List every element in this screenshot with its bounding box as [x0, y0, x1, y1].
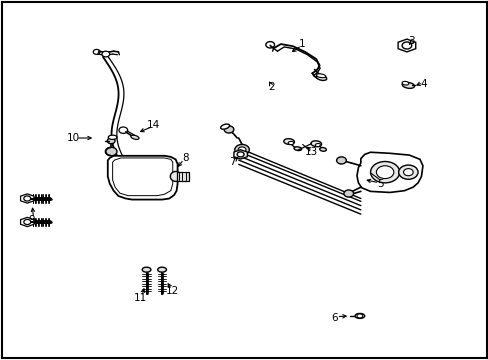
Text: 1: 1 — [298, 39, 305, 49]
Ellipse shape — [319, 148, 325, 151]
Circle shape — [376, 166, 393, 179]
Circle shape — [401, 42, 411, 49]
Text: 6: 6 — [330, 313, 337, 323]
Circle shape — [336, 157, 346, 164]
Ellipse shape — [170, 171, 181, 181]
Text: 3: 3 — [407, 36, 414, 45]
Circle shape — [398, 165, 417, 179]
Text: 9: 9 — [29, 215, 36, 225]
Ellipse shape — [283, 139, 294, 144]
Circle shape — [343, 190, 353, 197]
Text: 12: 12 — [166, 286, 179, 296]
Text: 10: 10 — [67, 133, 80, 143]
Circle shape — [24, 220, 31, 225]
Ellipse shape — [220, 124, 229, 129]
Ellipse shape — [108, 135, 117, 139]
Ellipse shape — [287, 141, 293, 145]
Ellipse shape — [315, 144, 321, 147]
Circle shape — [224, 126, 233, 133]
Polygon shape — [107, 156, 177, 199]
Ellipse shape — [293, 147, 301, 150]
Bar — [176, 172, 188, 181]
Circle shape — [234, 144, 249, 155]
Ellipse shape — [316, 75, 326, 80]
Circle shape — [24, 196, 31, 201]
Text: 2: 2 — [267, 82, 274, 92]
Polygon shape — [20, 217, 34, 226]
Circle shape — [237, 152, 244, 157]
Circle shape — [403, 168, 412, 176]
Ellipse shape — [142, 267, 151, 272]
Circle shape — [105, 147, 117, 156]
Ellipse shape — [354, 314, 364, 318]
Text: 8: 8 — [182, 153, 188, 163]
Ellipse shape — [158, 267, 166, 272]
Polygon shape — [397, 39, 415, 52]
Ellipse shape — [310, 141, 321, 147]
Ellipse shape — [316, 74, 325, 78]
Circle shape — [107, 138, 115, 144]
Circle shape — [238, 147, 245, 153]
Text: 11: 11 — [134, 293, 147, 303]
Polygon shape — [233, 150, 247, 159]
Text: 14: 14 — [146, 120, 160, 130]
Ellipse shape — [401, 81, 408, 85]
Text: 5: 5 — [376, 179, 383, 189]
Text: 4: 4 — [420, 79, 427, 89]
Circle shape — [370, 162, 399, 183]
Polygon shape — [356, 152, 422, 193]
Polygon shape — [20, 194, 34, 203]
Ellipse shape — [131, 135, 139, 139]
Text: 7: 7 — [228, 157, 235, 167]
Circle shape — [119, 127, 127, 134]
Circle shape — [102, 51, 109, 57]
Ellipse shape — [402, 82, 414, 88]
Text: 13: 13 — [304, 147, 317, 157]
